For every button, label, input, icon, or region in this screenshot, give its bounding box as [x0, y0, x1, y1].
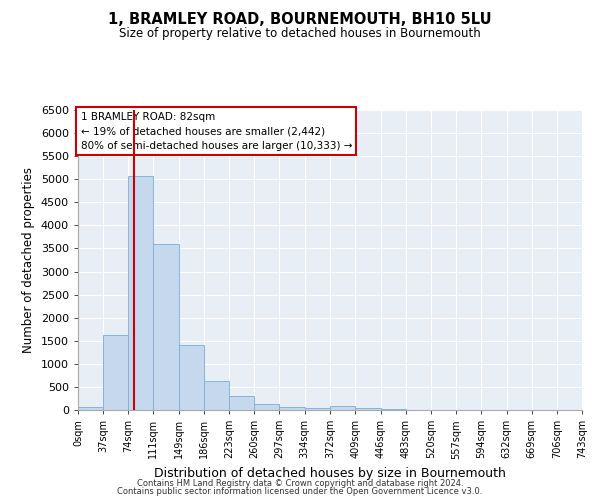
X-axis label: Distribution of detached houses by size in Bournemouth: Distribution of detached houses by size …	[154, 467, 506, 480]
Bar	[153, 244, 179, 410]
Text: 1 BRAMLEY ROAD: 82sqm
← 19% of detached houses are smaller (2,442)
80% of semi-d: 1 BRAMLEY ROAD: 82sqm ← 19% of detached …	[80, 112, 352, 151]
Bar	[254, 404, 280, 410]
Bar	[204, 381, 229, 410]
Bar	[179, 346, 204, 410]
Bar	[280, 406, 305, 410]
Bar	[380, 408, 406, 410]
Bar	[305, 408, 331, 410]
Bar	[331, 406, 355, 410]
Bar	[355, 408, 380, 410]
Bar	[78, 406, 103, 410]
Y-axis label: Number of detached properties: Number of detached properties	[22, 167, 35, 353]
Bar	[128, 176, 153, 410]
Text: Contains HM Land Registry data © Crown copyright and database right 2024.: Contains HM Land Registry data © Crown c…	[137, 478, 463, 488]
Text: Contains public sector information licensed under the Open Government Licence v3: Contains public sector information licen…	[118, 487, 482, 496]
Text: Size of property relative to detached houses in Bournemouth: Size of property relative to detached ho…	[119, 28, 481, 40]
Bar	[103, 335, 128, 410]
Bar	[229, 396, 254, 410]
Text: 1, BRAMLEY ROAD, BOURNEMOUTH, BH10 5LU: 1, BRAMLEY ROAD, BOURNEMOUTH, BH10 5LU	[108, 12, 492, 28]
